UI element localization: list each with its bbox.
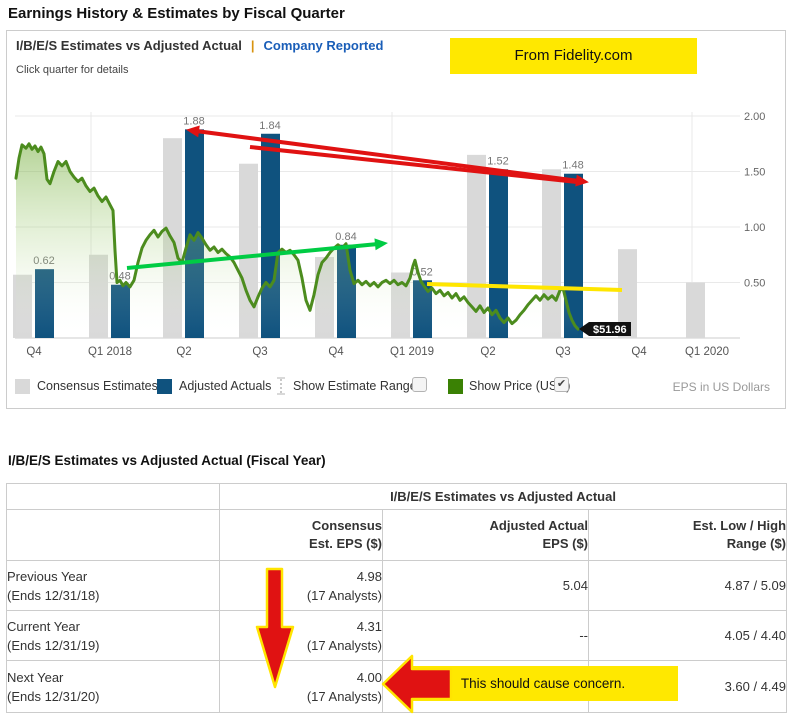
- actual-cell: 5.04: [382, 560, 589, 611]
- show-estimate-range-checkbox[interactable]: [412, 377, 427, 392]
- row-label: Next Year (Ends 12/31/20): [6, 660, 220, 713]
- consensus-swatch-icon: [15, 379, 30, 394]
- row-label: Current Year (Ends 12/31/19): [6, 610, 220, 661]
- group-header: I/B/E/S Estimates vs Adjusted Actual: [218, 483, 788, 510]
- col-header-actual: Adjusted Actual EPS ($): [382, 509, 589, 561]
- estimate-range-icon: [275, 376, 287, 396]
- legend-consensus-label: Consensus Estimates: [37, 379, 158, 393]
- legend-price-label: Show Price (USD): [469, 379, 571, 393]
- consensus-cell: 4.31 (17 Analysts): [219, 610, 383, 661]
- empty-cell: [6, 483, 220, 510]
- price-swatch-icon: [448, 379, 463, 394]
- tab-company-reported[interactable]: Company Reported: [263, 38, 384, 53]
- table-header-row: Consensus Est. EPS ($) Adjusted Actual EPS…: [6, 509, 788, 561]
- actuals-swatch-icon: [157, 379, 172, 394]
- chart-panel: [6, 30, 786, 409]
- show-price-checkbox[interactable]: [554, 377, 569, 392]
- chart-hint: Click quarter for details: [16, 64, 129, 76]
- col-header-consensus: Consensus Est. EPS ($): [219, 509, 383, 561]
- empty-cell: [6, 509, 220, 561]
- eps-units-note: EPS in US Dollars: [672, 380, 770, 394]
- source-note-highlight: From Fidelity.com: [450, 38, 697, 74]
- table-row-current-year: Current Year (Ends 12/31/19) 4.31 (17 Anal…: [6, 610, 788, 661]
- col-header-range: Est. Low / High Range ($): [587, 509, 788, 561]
- tab-ibes-estimates[interactable]: I/B/E/S Estimates vs Adjusted Actual: [16, 38, 242, 53]
- legend-range-label: Show Estimate Range: [293, 379, 417, 393]
- row-label: Previous Year (Ends 12/31/18): [6, 560, 220, 611]
- actual-cell: --: [382, 610, 589, 661]
- legend-actuals-label: Adjusted Actuals: [179, 379, 272, 393]
- fiscal-year-table-title: I/B/E/S Estimates vs Adjusted Actual (Fi…: [8, 453, 326, 468]
- table-group-header-row: I/B/E/S Estimates vs Adjusted Actual: [6, 483, 788, 510]
- consensus-cell: 4.98 (17 Analysts): [219, 560, 383, 611]
- consensus-cell: 4.00 (17 Analysts): [219, 660, 383, 713]
- tab-divider: |: [250, 38, 255, 53]
- chart-tabs: I/B/E/S Estimates vs Adjusted Actual | Com…: [16, 38, 383, 53]
- callout-highlight: This should cause concern.: [408, 666, 678, 701]
- range-cell: 4.87 / 5.09: [587, 560, 788, 611]
- fiscal-year-table: I/B/E/S Estimates vs Adjusted Actual Con…: [6, 483, 788, 713]
- table-row-previous-year: Previous Year (Ends 12/31/18) 4.98 (17 Ana…: [6, 560, 788, 611]
- range-cell: 4.05 / 4.40: [587, 610, 788, 661]
- page-title: Earnings History & Estimates by Fiscal Q…: [8, 5, 345, 22]
